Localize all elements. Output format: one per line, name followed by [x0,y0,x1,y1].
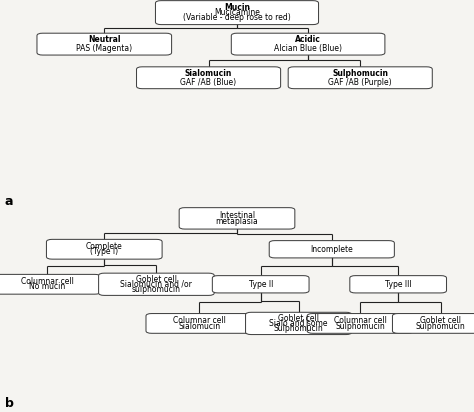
Text: Sialo and some: Sialo and some [269,319,328,328]
Text: Sulphomucin: Sulphomucin [332,68,388,77]
Text: Incomplete: Incomplete [310,245,353,254]
Text: Sialomucin and /or: Sialomucin and /or [120,280,192,289]
FancyBboxPatch shape [288,67,432,89]
Text: Alcian Blue (Blue): Alcian Blue (Blue) [274,44,342,53]
Text: sulphomucin: sulphomucin [132,285,181,294]
Text: Intestinal: Intestinal [219,211,255,220]
FancyBboxPatch shape [307,314,413,333]
Text: No mucin: No mucin [29,283,65,291]
FancyBboxPatch shape [246,312,352,335]
FancyBboxPatch shape [179,208,295,229]
Text: Columnar cell: Columnar cell [173,316,226,325]
FancyBboxPatch shape [392,314,474,333]
Text: Sulphomucin: Sulphomucin [416,322,465,330]
Text: (Variable - deep rose to red): (Variable - deep rose to red) [183,14,291,22]
Text: metaplasia: metaplasia [216,217,258,226]
FancyBboxPatch shape [37,33,172,55]
Text: b: b [5,397,14,410]
Text: GAF /AB (Blue): GAF /AB (Blue) [181,78,237,87]
FancyBboxPatch shape [99,273,214,295]
Text: Columnar cell: Columnar cell [334,316,387,325]
Text: Type II: Type II [248,280,273,289]
Text: Complete: Complete [86,242,123,251]
FancyBboxPatch shape [231,33,385,55]
Text: (Type I): (Type I) [90,248,118,256]
Text: Goblet cell: Goblet cell [136,275,177,284]
Text: Mucicamine: Mucicamine [214,8,260,17]
Text: GAF /AB (Purple): GAF /AB (Purple) [328,78,392,87]
Text: a: a [5,195,13,208]
FancyBboxPatch shape [146,314,252,333]
Text: Columnar cell: Columnar cell [21,277,74,286]
Text: Goblet cell: Goblet cell [278,314,319,323]
Text: Sulphomucin: Sulphomucin [274,324,323,333]
Text: Type III: Type III [385,280,411,289]
FancyBboxPatch shape [0,274,100,294]
FancyBboxPatch shape [137,67,281,89]
FancyBboxPatch shape [212,276,309,293]
Text: Neutral: Neutral [88,35,120,44]
Text: Sialomucin: Sialomucin [185,68,232,77]
Text: Acidic: Acidic [295,35,321,44]
FancyBboxPatch shape [46,239,162,259]
FancyBboxPatch shape [155,1,319,25]
Text: Sulphomucin: Sulphomucin [336,322,385,330]
Text: Mucin: Mucin [224,3,250,12]
Text: PAS (Magenta): PAS (Magenta) [76,44,132,53]
FancyBboxPatch shape [350,276,447,293]
Text: Sialomucin: Sialomucin [178,322,220,330]
FancyBboxPatch shape [269,241,394,258]
Text: Goblet cell: Goblet cell [420,316,461,325]
